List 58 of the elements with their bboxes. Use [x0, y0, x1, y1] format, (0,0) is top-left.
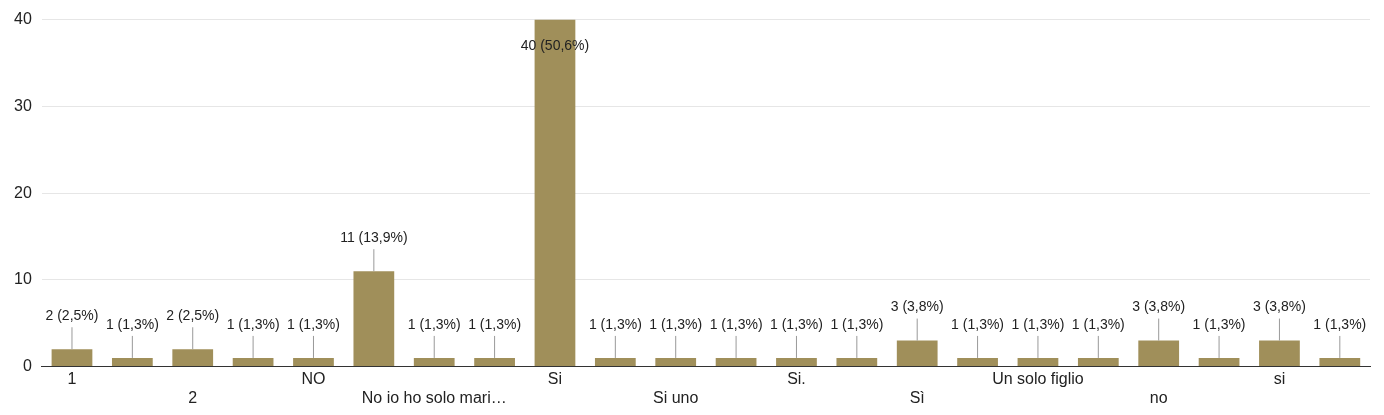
data-label: 3 (3,8%) [1132, 298, 1186, 315]
bar [776, 357, 817, 367]
data-label: 1 (1,3%) [588, 315, 642, 332]
bar [1138, 340, 1180, 367]
x-tick-label: Sì [909, 388, 925, 406]
y-tick-label: 30 [14, 96, 32, 114]
bar [1259, 340, 1300, 367]
bar [715, 357, 757, 367]
bar [1319, 357, 1361, 367]
x-tick-label: 1 [67, 369, 77, 387]
y-tick-label: 10 [14, 270, 32, 288]
x-tick-label: no [1149, 388, 1168, 406]
y-tick-label: 0 [22, 357, 32, 375]
bar [413, 357, 455, 367]
x-tick-label: si [1273, 369, 1286, 387]
data-label: 1 (1,3%) [105, 315, 159, 332]
bar [474, 357, 515, 367]
bar [1077, 357, 1119, 367]
data-label: 1 (1,3%) [770, 315, 823, 332]
bar [172, 349, 214, 367]
data-label: 3 (3,8%) [890, 298, 944, 315]
data-label: 1 (1,3%) [407, 315, 461, 332]
bar [51, 349, 93, 367]
data-label: 1 (1,3%) [226, 315, 280, 332]
data-label: 1 (1,3%) [709, 315, 763, 332]
bar [232, 357, 274, 367]
data-label: 2 (2,5%) [166, 307, 220, 324]
bar [594, 357, 636, 367]
bar [293, 357, 334, 367]
x-tick-label: 2 [188, 388, 198, 406]
data-label: 1 (1,3%) [830, 315, 884, 332]
data-label: 11 (13,9%) [340, 229, 408, 246]
data-label: 1 (1,3%) [1192, 315, 1246, 332]
y-tick-label: 20 [14, 183, 32, 201]
bar [836, 357, 878, 367]
y-tick-label: 40 [14, 10, 32, 28]
data-label: 1 (1,3%) [1011, 315, 1065, 332]
bar [353, 271, 395, 367]
x-tick-label: Si. [787, 369, 806, 387]
data-label: 1 (1,3%) [287, 315, 340, 332]
bar [1198, 357, 1240, 367]
x-tick-label: No io ho solo mari… [361, 388, 507, 406]
bar [111, 357, 153, 367]
data-label: 1 (1,3%) [1313, 315, 1367, 332]
data-label: 1 (1,3%) [951, 315, 1005, 332]
data-label: 3 (3,8%) [1252, 298, 1306, 315]
bar [1017, 357, 1059, 367]
bar [896, 340, 938, 367]
data-label: 1 (1,3%) [649, 315, 703, 332]
data-label: 1 (1,3%) [1071, 315, 1125, 332]
x-tick-label: NO [301, 369, 326, 387]
data-label: 2 (2,5%) [45, 307, 99, 324]
data-label: 1 (1,3%) [468, 315, 522, 332]
bar [655, 357, 697, 367]
x-tick-label: Si uno [653, 388, 699, 406]
x-tick-label: Si [547, 369, 563, 387]
bar [957, 357, 998, 367]
x-tick-label: Un solo figlio [992, 369, 1084, 387]
